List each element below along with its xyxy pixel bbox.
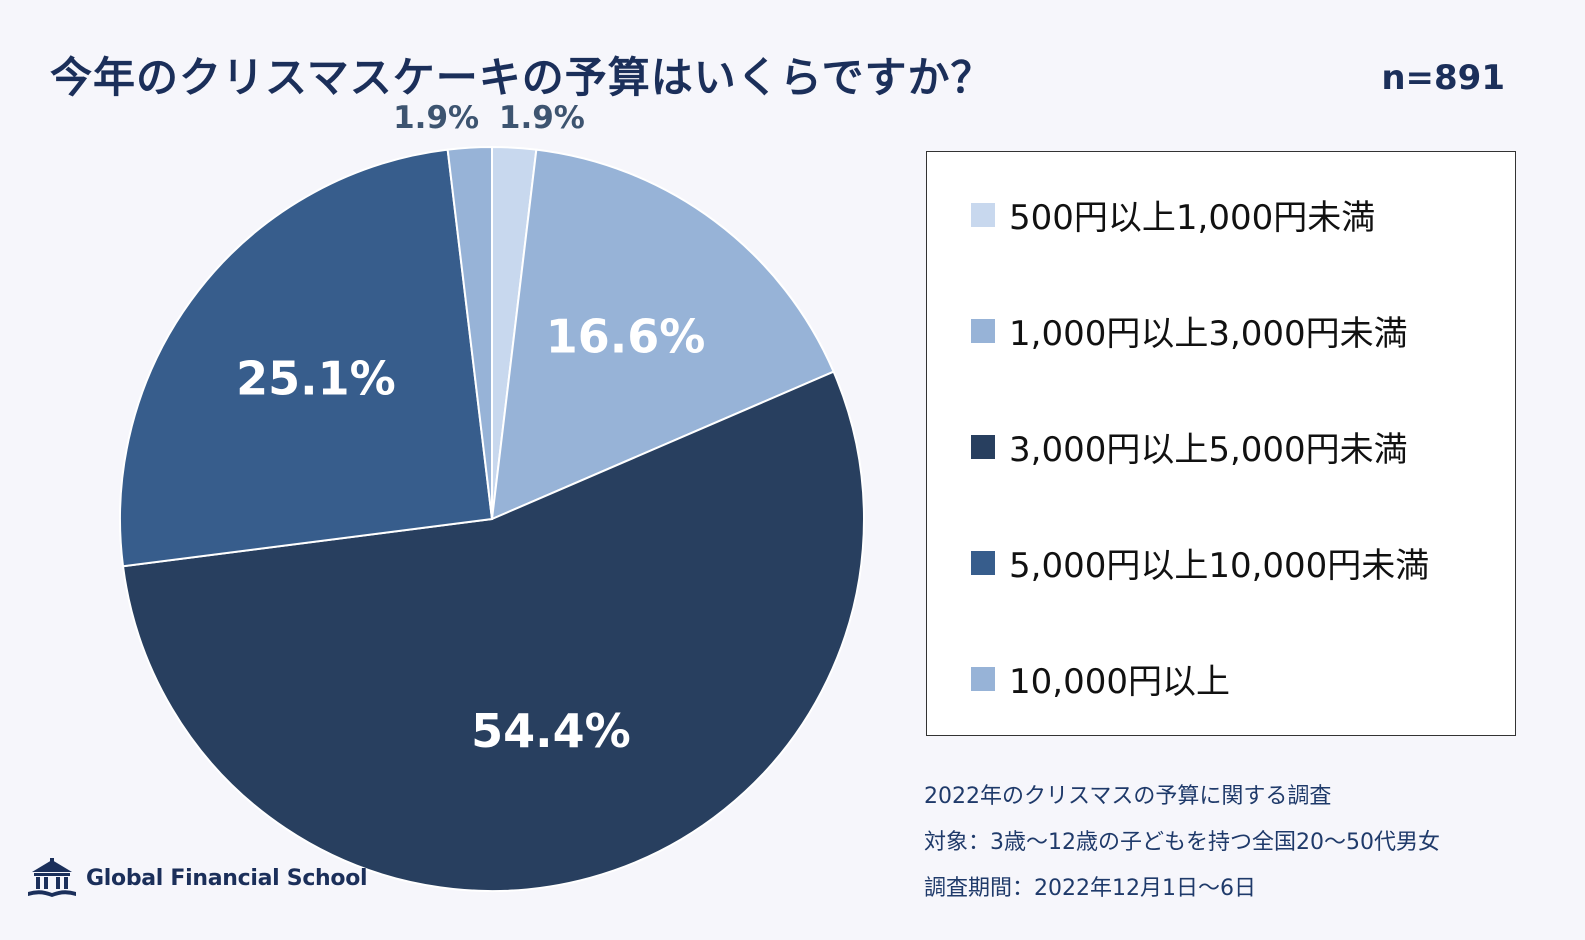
chart-title: 今年のクリスマスケーキの予算はいくらですか？ xyxy=(50,53,994,102)
pie-chart: 1.9% 16.6% 54.4% 25.1% 1.9% xyxy=(119,100,865,892)
brand-name: Global Financial School xyxy=(86,865,368,891)
legend-item-500-1000: 500円以上1,000円未満 xyxy=(971,190,1375,239)
pie-slice-5000-10000 xyxy=(119,148,494,568)
legend-label-5000-10000: 5,000円以上10,000円未満 xyxy=(1009,546,1430,586)
legend-swatch-500-1000 xyxy=(971,202,995,227)
pie-label-1000-3000: 16.6% xyxy=(546,310,706,364)
pie-slice-1000-3000 xyxy=(490,148,835,521)
legend-label-1000-3000: 1,000円以上3,000円未満 xyxy=(1009,314,1408,354)
note-target: 対象：3歳～12歳の子どもを持つ全国20～50代男女 xyxy=(924,830,1440,855)
school-building-icon xyxy=(28,858,76,897)
legend-label-10000-plus: 10,000円以上 xyxy=(1009,662,1230,702)
legend-swatch-10000-plus xyxy=(971,666,995,691)
pie-label-10000-plus: 1.9% xyxy=(393,100,479,136)
note-survey: 2022年のクリスマスの予算に関する調査 xyxy=(924,784,1332,809)
legend-item-10000-plus: 10,000円以上 xyxy=(971,654,1230,703)
note-period: 調査期間：2022年12月1日～6日 xyxy=(924,876,1256,901)
pie-label-500-1000: 1.9% xyxy=(499,100,585,136)
survey-notes: 2022年のクリスマスの予算に関する調査 対象：3歳～12歳の子どもを持つ全国2… xyxy=(924,774,1440,912)
pie-slice-3000-5000 xyxy=(121,370,865,892)
sample-size: n=891 xyxy=(1381,58,1505,98)
legend-label-500-1000: 500円以上1,000円未満 xyxy=(1009,198,1376,238)
pie-slice-10000-plus xyxy=(446,145,493,520)
legend-swatch-5000-10000 xyxy=(971,550,995,575)
legend-item-1000-3000: 1,000円以上3,000円未満 xyxy=(971,306,1408,355)
pie-label-3000-5000: 54.4% xyxy=(471,704,631,758)
legend-swatch-1000-3000 xyxy=(971,318,995,343)
legend-item-3000-5000: 3,000円以上5,000円未満 xyxy=(971,422,1408,471)
brand-logo: Global Financial School xyxy=(26,858,368,898)
legend-label-3000-5000: 3,000円以上5,000円未満 xyxy=(1009,430,1408,470)
legend-swatch-3000-5000 xyxy=(971,434,995,459)
pie-label-5000-10000: 25.1% xyxy=(236,351,396,405)
legend-item-5000-10000: 5,000円以上10,000円未満 xyxy=(971,538,1429,587)
legend: 500円以上1,000円未満 1,000円以上3,000円未満 3,000円以上… xyxy=(926,151,1516,736)
